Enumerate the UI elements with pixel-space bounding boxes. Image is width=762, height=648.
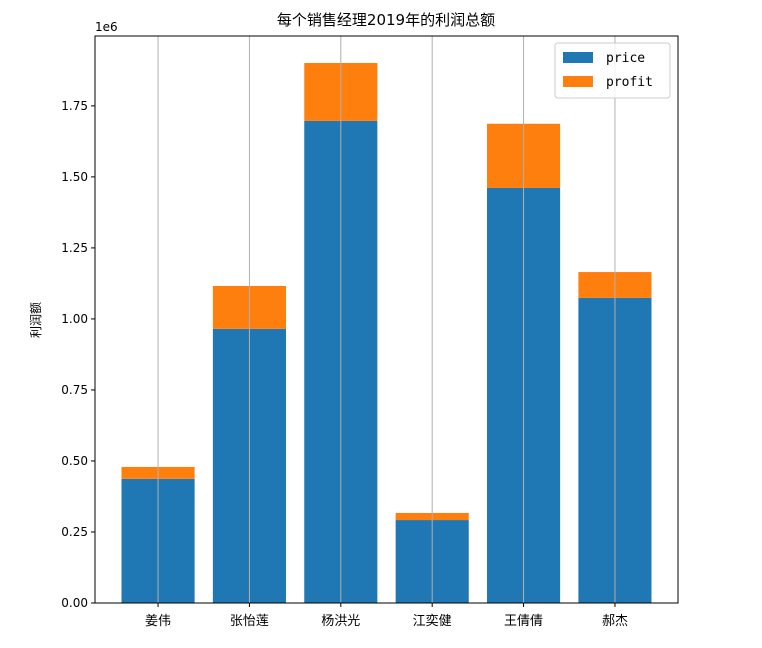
y-tick-label: 1.50 [61,170,88,184]
x-tick-label: 姜伟 [145,614,171,629]
y-axis-label: 利润额 [29,302,43,338]
y-tick-label: 1.75 [61,99,88,113]
y-tick-label: 0.00 [61,596,88,610]
x-tick-label: 杨洪光 [321,614,360,629]
y-tick-label: 0.25 [61,525,88,539]
x-tick-label: 郝杰 [602,614,628,629]
y-tick-label: 0.75 [61,383,88,397]
y-tick-label: 1.00 [61,312,88,326]
y-tick-label: 1.25 [61,241,88,255]
plot-frame [94,35,679,604]
legend-swatch-profit [563,76,593,87]
x-tick-label: 张怡莲 [230,614,269,629]
legend-label-price: price [606,51,645,66]
x-tick-label: 王倩倩 [504,614,543,629]
y-offset-label: 1e6 [95,20,118,34]
legend: price profit [554,42,671,99]
y-tick-label: 0.50 [61,454,88,468]
chart-title: 每个销售经理2019年的利润总额 [277,11,495,29]
x-tick-label: 江奕健 [413,613,452,629]
legend-swatch-price [563,52,593,63]
legend-label-profit: profit [606,75,653,90]
